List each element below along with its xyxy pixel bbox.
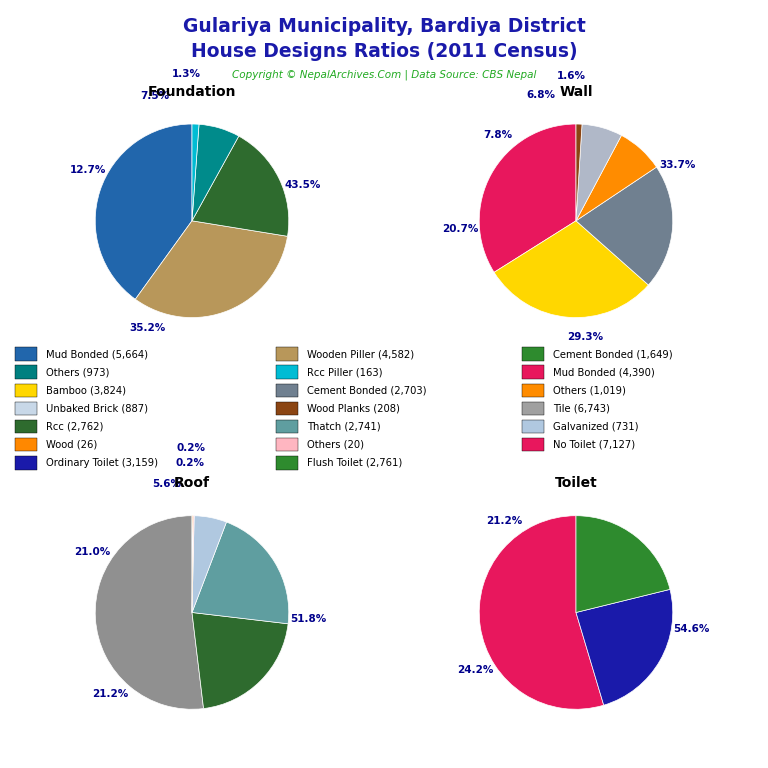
Text: 24.2%: 24.2% [457, 665, 493, 675]
Text: Thatch (2,741): Thatch (2,741) [307, 422, 381, 432]
Text: House Designs Ratios (2011 Census): House Designs Ratios (2011 Census) [190, 42, 578, 61]
Wedge shape [576, 589, 673, 705]
Text: 54.6%: 54.6% [673, 624, 709, 634]
Text: Wooden Piller (4,582): Wooden Piller (4,582) [307, 349, 414, 359]
Bar [276, 402, 298, 415]
Text: Mud Bonded (5,664): Mud Bonded (5,664) [46, 349, 148, 359]
Wedge shape [576, 167, 673, 285]
Wedge shape [494, 221, 648, 317]
Bar [15, 420, 37, 433]
Text: Ordinary Toilet (3,159): Ordinary Toilet (3,159) [46, 458, 158, 468]
Text: 1.6%: 1.6% [557, 71, 586, 81]
Text: 20.7%: 20.7% [442, 223, 478, 233]
Text: Rcc (2,762): Rcc (2,762) [46, 422, 104, 432]
Text: Others (1,019): Others (1,019) [553, 386, 626, 396]
Bar [522, 347, 544, 361]
Bar [276, 456, 298, 470]
Wedge shape [576, 124, 621, 221]
Wedge shape [192, 124, 199, 221]
Text: 0.2%: 0.2% [177, 443, 206, 453]
Bar [276, 438, 298, 452]
Wedge shape [192, 124, 239, 221]
Text: 0.2%: 0.2% [175, 458, 204, 468]
Title: Toilet: Toilet [554, 476, 598, 490]
Bar [522, 402, 544, 415]
Text: Cement Bonded (1,649): Cement Bonded (1,649) [553, 349, 673, 359]
Wedge shape [192, 136, 289, 237]
Bar [276, 420, 298, 433]
Text: 43.5%: 43.5% [284, 180, 321, 190]
Bar [276, 384, 298, 397]
Text: Bamboo (3,824): Bamboo (3,824) [46, 386, 126, 396]
Bar [15, 366, 37, 379]
Text: 21.2%: 21.2% [486, 516, 522, 526]
Bar [522, 438, 544, 452]
Text: 7.8%: 7.8% [484, 130, 512, 140]
Text: Cement Bonded (2,703): Cement Bonded (2,703) [307, 386, 427, 396]
Text: 35.2%: 35.2% [130, 323, 166, 333]
Text: Rcc Piller (163): Rcc Piller (163) [307, 367, 382, 377]
Bar [522, 420, 544, 433]
Wedge shape [192, 516, 227, 613]
Wedge shape [576, 124, 582, 221]
Text: Tile (6,743): Tile (6,743) [553, 403, 610, 413]
Text: 29.3%: 29.3% [568, 332, 604, 342]
Text: Others (973): Others (973) [46, 367, 110, 377]
Text: 6.8%: 6.8% [526, 90, 555, 100]
Bar [15, 456, 37, 470]
Bar [15, 438, 37, 452]
Wedge shape [192, 613, 288, 709]
Bar [276, 366, 298, 379]
Wedge shape [479, 124, 576, 273]
Text: 12.7%: 12.7% [69, 165, 106, 175]
Text: Unbaked Brick (887): Unbaked Brick (887) [46, 403, 148, 413]
Text: No Toilet (7,127): No Toilet (7,127) [553, 440, 635, 450]
Bar [522, 366, 544, 379]
Bar [15, 402, 37, 415]
Text: Others (20): Others (20) [307, 440, 364, 450]
Text: Wood Planks (208): Wood Planks (208) [307, 403, 400, 413]
Wedge shape [135, 221, 287, 317]
Wedge shape [576, 135, 657, 221]
Text: 51.8%: 51.8% [290, 614, 326, 624]
Text: 21.0%: 21.0% [74, 548, 111, 558]
Text: 33.7%: 33.7% [660, 160, 696, 170]
Text: 21.2%: 21.2% [91, 690, 128, 700]
Bar [522, 384, 544, 397]
Text: 7.5%: 7.5% [141, 91, 170, 101]
Wedge shape [192, 516, 194, 613]
Wedge shape [192, 522, 289, 624]
Wedge shape [479, 516, 604, 709]
Wedge shape [95, 516, 204, 709]
Text: Mud Bonded (4,390): Mud Bonded (4,390) [553, 367, 654, 377]
Text: Wood (26): Wood (26) [46, 440, 98, 450]
Title: Roof: Roof [174, 476, 210, 490]
Title: Foundation: Foundation [147, 84, 237, 98]
Text: 1.3%: 1.3% [172, 69, 201, 79]
Title: Wall: Wall [559, 84, 593, 98]
Text: Flush Toilet (2,761): Flush Toilet (2,761) [307, 458, 402, 468]
Text: Gulariya Municipality, Bardiya District: Gulariya Municipality, Bardiya District [183, 17, 585, 36]
Wedge shape [192, 516, 193, 613]
Text: Copyright © NepalArchives.Com | Data Source: CBS Nepal: Copyright © NepalArchives.Com | Data Sou… [232, 69, 536, 80]
Bar [15, 347, 37, 361]
Text: 5.6%: 5.6% [152, 479, 181, 489]
Bar [15, 384, 37, 397]
Wedge shape [576, 516, 670, 613]
Wedge shape [95, 124, 192, 300]
Bar [276, 347, 298, 361]
Text: Galvanized (731): Galvanized (731) [553, 422, 638, 432]
